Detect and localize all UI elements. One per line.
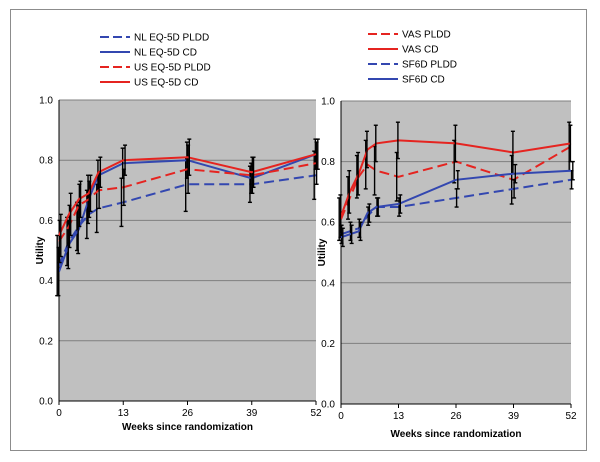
legend-label: US EQ-5D PLDD (134, 63, 211, 74)
y-tick-label: 0.8 (321, 157, 335, 168)
series-left (55, 138, 320, 297)
series-right (337, 121, 575, 248)
x-tick-label: 26 (450, 411, 462, 422)
legend-label: NL EQ-5D CD (134, 48, 197, 59)
y-tick-label: 1.0 (39, 96, 53, 107)
legend-label: VAS CD (402, 45, 439, 56)
x-tick-label: 52 (565, 411, 577, 422)
series-line (340, 169, 572, 239)
y-axis-label-left: Utility (35, 236, 46, 264)
y-axis-label-right: Utility (317, 238, 328, 266)
y-tick-label: 0.4 (321, 278, 335, 289)
x-axis-label-right: Weeks since randomization (391, 429, 522, 440)
legend-label: NL EQ-5D PLDD (134, 33, 209, 44)
tick-labels-right: 0.0 0.2 0.4 0.6 0.8 1.0 0 13 26 39 52 (321, 97, 577, 423)
tick-labels-left: 0.0 0.2 0.4 0.6 0.8 1.0 0 13 26 39 52 (39, 96, 322, 420)
y-tick-label: 0.0 (321, 400, 335, 411)
y-tick-label: 0.6 (39, 216, 53, 227)
y-tick-label: 1.0 (321, 97, 335, 108)
legend-label: SF6D PLDD (402, 60, 457, 71)
x-tick-label: 52 (310, 408, 322, 419)
legend-right: VAS PLDD VAS CD SF6D PLDD SF6D CD (368, 30, 457, 86)
legend-label: VAS PLDD (402, 30, 451, 41)
y-tick-label: 0.0 (39, 397, 53, 408)
x-tick-label: 13 (393, 411, 405, 422)
x-axis-label-left: Weeks since randomization (122, 422, 253, 433)
y-tick-label: 0.4 (39, 276, 53, 287)
x-tick-label: 0 (56, 408, 62, 419)
y-tick-label: 0.2 (39, 336, 53, 347)
series-line (340, 145, 572, 220)
series-line (58, 153, 317, 236)
gridlines-right (340, 100, 572, 408)
x-tick-label: 13 (118, 408, 130, 419)
legend-label: SF6D CD (402, 75, 445, 86)
chart-right: 0.00.20.40.60.81.00 13 26 39 52 VAS PLDDVAS … (317, 30, 577, 441)
y-tick-label: 0.8 (39, 156, 53, 167)
y-tick-label: 0.6 (321, 218, 335, 229)
series-line (58, 174, 317, 266)
x-tick-label: 0 (338, 411, 344, 422)
x-tick-label: 39 (246, 408, 258, 419)
y-tick-label: 0.2 (321, 339, 335, 350)
x-tick-label: 39 (508, 411, 520, 422)
x-tick-label: 26 (182, 408, 194, 419)
legend-label: US EQ-5D CD (134, 78, 198, 89)
legend-left: NL EQ-5D PLDD NL EQ-5D CD US EQ-5D PLDD US … (100, 33, 211, 89)
chart-left: 0.0 0.2 0.4 0.6 0.8 1.0 0 13 26 39 52 NL EQ-5D PLD… (35, 33, 322, 434)
